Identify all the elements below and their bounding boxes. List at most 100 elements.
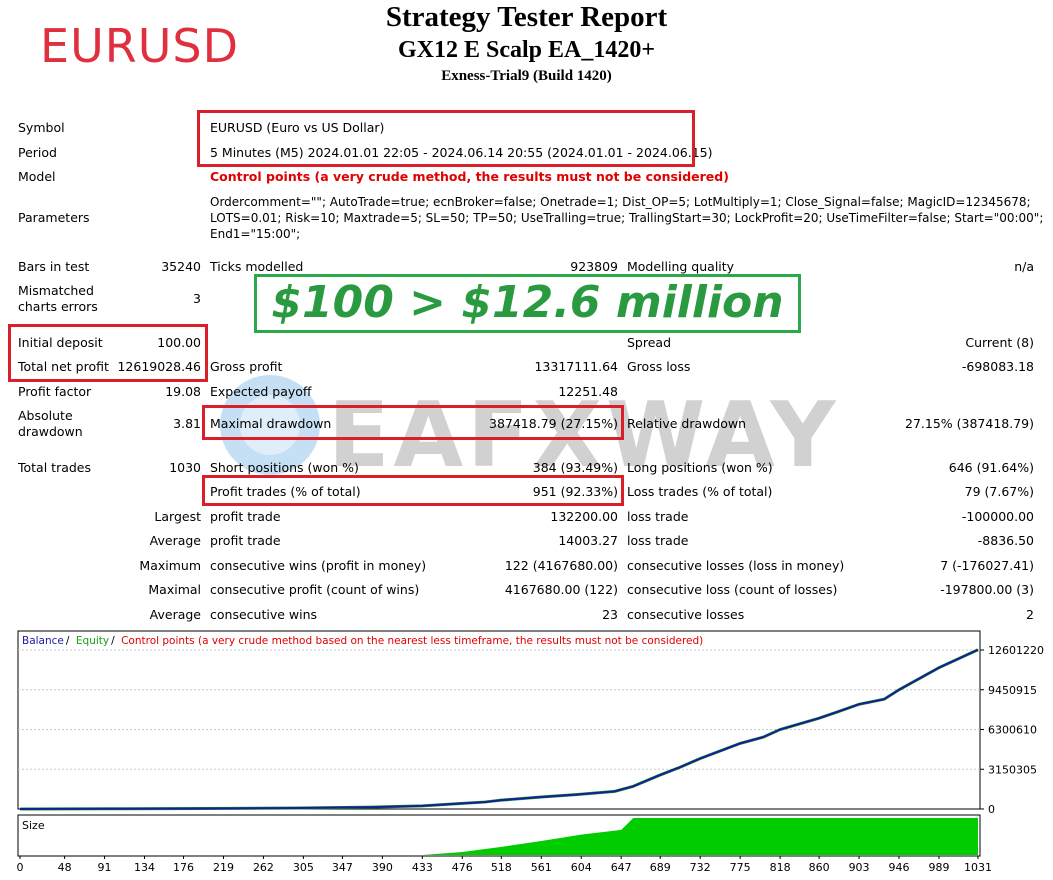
- largest-label: Largest: [154, 509, 201, 524]
- avg-cw-value: 23: [602, 607, 618, 622]
- eafxway-logo-icon: [220, 375, 320, 475]
- max-cl-value: 7 (-176027.41): [940, 558, 1034, 573]
- x-tick-label: 775: [730, 861, 751, 874]
- x-tick-label: 347: [332, 861, 353, 874]
- deposit-label: Initial deposit: [18, 335, 103, 350]
- quality-value: n/a: [1014, 259, 1034, 274]
- x-tick-label: 647: [611, 861, 632, 874]
- short-value: 384 (93.49%): [532, 460, 618, 475]
- legend-entry: Balance: [22, 635, 64, 647]
- reldd-label: Relative drawdown: [627, 416, 747, 431]
- period-label: Period: [18, 145, 57, 160]
- symbol-value: EURUSD (Euro vs US Dollar): [210, 120, 385, 135]
- pf-label: Profit factor: [18, 384, 92, 399]
- promo-text: $100 > $12.6 million: [271, 277, 784, 328]
- trades-value: 1030: [169, 460, 201, 475]
- x-tick-label: 518: [491, 861, 512, 874]
- report-subtitle: GX12 E Scalp EA_1420+: [397, 37, 656, 63]
- chart-main-panel: [17, 630, 981, 810]
- largest-pt-value: 132200.00: [550, 509, 618, 524]
- pf-value: 19.08: [165, 384, 201, 399]
- ticks-label: Ticks modelled: [210, 259, 304, 274]
- reldd-value: 27.15% (387418.79): [905, 416, 1034, 431]
- x-tick-label: 262: [253, 861, 274, 874]
- x-tick-label: 732: [690, 861, 711, 874]
- y-tick-label: 6300610: [988, 724, 1037, 737]
- x-tick-label: 818: [770, 861, 791, 874]
- balance-line: [19, 648, 979, 810]
- y-tick-label: 3150305: [988, 763, 1037, 776]
- average2-label: Average: [149, 607, 201, 622]
- x-tick-label: 0: [17, 861, 24, 874]
- average-label: Average: [149, 533, 201, 548]
- profittrades-highlight: [202, 475, 624, 506]
- maxdd-highlight: [202, 405, 624, 440]
- x-tick-label: 134: [134, 861, 155, 874]
- short-label: Short positions (won %): [210, 460, 359, 475]
- netprofit-value: 12619028.46: [117, 359, 201, 374]
- grossloss-label: Gross loss: [627, 359, 691, 374]
- losstrades-value: 79 (7.67%): [964, 484, 1034, 499]
- losstrades-label: Loss trades (% of total): [627, 484, 773, 499]
- max-cw-label: consecutive wins (profit in money): [210, 558, 427, 573]
- ep-value: 12251.48: [558, 384, 618, 399]
- model-value: Control points (a very crude method, the…: [210, 169, 729, 184]
- period-value: 5 Minutes (M5) 2024.01.01 22:05 - 2024.0…: [210, 145, 713, 160]
- average-lt-value: -8836.50: [977, 533, 1034, 548]
- bars-value: 35240: [161, 259, 201, 274]
- balance-chart: 12601220 9450915 6300610 3150305 0 0 48 91 134 17…: [17, 630, 1044, 874]
- avg-cl-label: consecutive losses: [627, 607, 745, 622]
- avg-cl-value: 2: [1026, 607, 1034, 622]
- report-server: Exness-Trial9 (Build 1420): [441, 68, 612, 84]
- x-tick-label: 91: [98, 861, 112, 874]
- avg-cw-label: consecutive wins: [210, 607, 318, 622]
- grossprofit-value: 13317111.64: [534, 359, 618, 374]
- x-tick-label: 946: [889, 861, 910, 874]
- max-cw-value: 122 (4167680.00): [504, 558, 618, 573]
- legend-entry: Control points (a very crude method base…: [121, 635, 703, 647]
- ticks-value: 923809: [570, 259, 618, 274]
- x-tick-label: 48: [58, 861, 72, 874]
- absdd-label-1: Absolute: [18, 408, 73, 423]
- x-tick-label: 1031: [964, 861, 992, 874]
- size-label: Size: [22, 819, 45, 832]
- maxdd-label: Maximal drawdown: [210, 416, 332, 431]
- mismatch-label-2: charts errors: [18, 299, 98, 314]
- average-pt-value: 14003.27: [558, 533, 618, 548]
- legend-separator: /: [66, 635, 70, 647]
- average-pt-label: profit trade: [210, 533, 281, 548]
- largest-lt-value: -100000.00: [961, 509, 1034, 524]
- size-area: [20, 818, 978, 855]
- x-tick-label: 989: [928, 861, 949, 874]
- deposit-value: 100.00: [157, 335, 201, 350]
- grossprofit-label: Gross profit: [210, 359, 283, 374]
- maximal-cp-label: consecutive profit (count of wins): [210, 582, 420, 597]
- largest-pt-label: profit trade: [210, 509, 281, 524]
- promo-box: [254, 274, 801, 333]
- x-tick-label: 476: [452, 861, 473, 874]
- bars-label: Bars in test: [18, 259, 90, 274]
- x-tick-label: 176: [173, 861, 194, 874]
- parameters-line-1: Ordercomment=""; AutoTrade=true; ecnBrok…: [210, 195, 1031, 209]
- long-label: Long positions (won %): [627, 460, 773, 475]
- y-tick-label: 0: [988, 803, 995, 816]
- spread-value: Current (8): [965, 335, 1034, 350]
- spread-label: Spread: [627, 335, 672, 350]
- max-cl-label: consecutive losses (loss in money): [627, 558, 845, 573]
- x-tick-label: 860: [809, 861, 830, 874]
- watermark-text: EAFXWAY: [328, 383, 840, 488]
- netprofit-label: Total net profit: [18, 359, 109, 374]
- report-title: Strategy Tester Report: [385, 1, 668, 33]
- maximal-label: Maximal: [148, 582, 201, 597]
- mismatch-value: 3: [193, 291, 201, 306]
- absdd-value: 3.81: [173, 416, 201, 431]
- maximal-cp-value: 4167680.00 (122): [504, 582, 618, 597]
- largest-lt-label: loss trade: [627, 509, 689, 524]
- grossloss-value: -698083.18: [961, 359, 1034, 374]
- x-tick-label: 561: [531, 861, 552, 874]
- maximal-cl-value: -197800.00 (3): [940, 582, 1034, 597]
- quality-label: Modelling quality: [627, 259, 735, 274]
- x-tick-label: 219: [213, 861, 234, 874]
- profittrades-label: Profit trades (% of total): [210, 484, 361, 499]
- symbol-period-highlight: [197, 110, 695, 167]
